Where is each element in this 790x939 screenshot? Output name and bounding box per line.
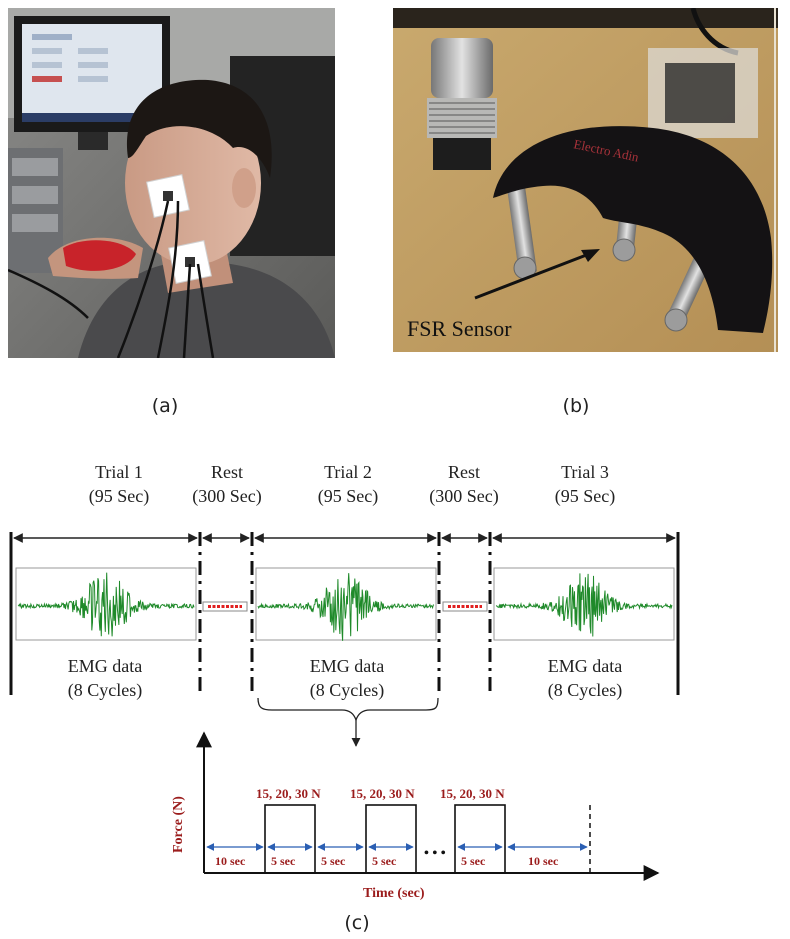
- emg-label-trial-3-sub: (8 Cycles): [547, 680, 623, 700]
- rest-box-2: [442, 601, 488, 612]
- electrode-lower: [168, 240, 212, 284]
- emg-label-trial-2-sub: (8 Cycles): [309, 680, 385, 700]
- emg-signal-trial-2: [257, 573, 435, 641]
- interval-label-6: 10 sec: [528, 854, 559, 868]
- trial-2-header: Trial 2 (95 Sec): [278, 460, 418, 508]
- rest-1-title: Rest: [210, 462, 243, 482]
- force-pulse-1: [264, 804, 316, 874]
- trial-2-duration: (95 Sec): [317, 486, 379, 506]
- rest-2-duration: (300 Sec): [429, 486, 499, 506]
- rest-2-header: Rest (300 Sec): [394, 460, 534, 508]
- interval-label-4: 5 sec: [372, 854, 397, 868]
- trial-1-header: Trial 1 (95 Sec): [49, 460, 189, 508]
- bite-force-device: [63, 240, 136, 271]
- trial-3-title: Trial 3: [561, 462, 609, 482]
- photo-subject: [8, 8, 335, 358]
- emg-signal-trial-1: [17, 572, 195, 637]
- fsr-strip: [493, 126, 773, 333]
- emg-label-trial-2-body: EMG data: [309, 656, 385, 676]
- photo-fsr-illustration: Electro Adin FSR Sensor: [393, 8, 778, 352]
- emg-label-trial-1-sub: (8 Cycles): [67, 680, 143, 700]
- emg-label-trial-1-body: EMG data: [67, 656, 143, 676]
- hair: [126, 79, 272, 178]
- force-level-1: 15, 20, 30 N: [256, 786, 321, 801]
- emg-label-trial-3: EMG data (8 Cycles): [495, 654, 675, 702]
- caption-c: (c): [344, 912, 370, 934]
- rest-box-1: [202, 601, 248, 612]
- rest-1-duration: (300 Sec): [192, 486, 262, 506]
- interval-label-5: 5 sec: [461, 854, 486, 868]
- emg-label-trial-3-body: EMG data: [547, 656, 623, 676]
- trial-1-duration: (95 Sec): [88, 486, 150, 506]
- emg-label-trial-1: EMG data (8 Cycles): [15, 654, 195, 702]
- connector: [427, 38, 497, 170]
- emg-label-trial-2: EMG data (8 Cycles): [257, 654, 437, 702]
- emg-signal-trial-3: [495, 573, 673, 637]
- force-pulse-2: [365, 804, 417, 874]
- force-level-2: 15, 20, 30 N: [350, 786, 415, 801]
- photo-subject-illustration: [8, 8, 335, 358]
- x-axis-label: Time (sec): [363, 886, 425, 901]
- rest-1-header: Rest (300 Sec): [157, 460, 297, 508]
- trial-2-title: Trial 2: [324, 462, 372, 482]
- y-axis-label: Force (N): [171, 796, 186, 853]
- interval-label-1: 10 sec: [215, 854, 246, 868]
- trial-3-header: Trial 3 (95 Sec): [515, 460, 655, 508]
- electrode-upper: [146, 174, 190, 218]
- fsr-arrow: [474, 252, 590, 300]
- interval-label-3: 5 sec: [321, 854, 346, 868]
- force-time-plot: Force (N) Time (sec) 15, 20, 30 N 15, 20…: [171, 731, 660, 901]
- protocol-timeline: [9, 532, 680, 747]
- force-level-3: 15, 20, 30 N: [440, 786, 505, 801]
- fsr-sensor-label: FSR Sensor: [407, 316, 512, 341]
- caption-a: (a): [151, 395, 179, 417]
- caption-b: (b): [562, 395, 590, 417]
- trial-1-title: Trial 1: [95, 462, 143, 482]
- rest-2-title: Rest: [447, 462, 480, 482]
- force-pulse-3: [454, 804, 506, 874]
- trial-3-duration: (95 Sec): [554, 486, 616, 506]
- ellipsis: • • •: [424, 846, 446, 861]
- photo-fsr-sensor: Electro Adin FSR Sensor: [393, 8, 778, 352]
- shirt: [78, 260, 335, 358]
- interval-label-2: 5 sec: [271, 854, 296, 868]
